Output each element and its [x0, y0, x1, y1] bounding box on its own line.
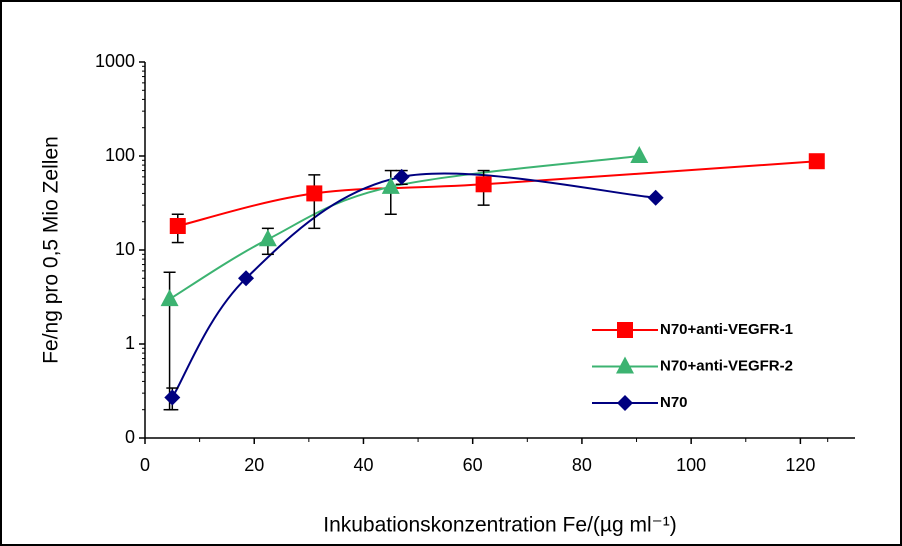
marker: [258, 229, 277, 247]
y-tick-label: 1: [125, 333, 135, 353]
marker: [381, 176, 400, 194]
marker: [475, 176, 492, 193]
y-tick-label: 1000: [95, 51, 135, 71]
marker: [306, 185, 323, 202]
y-axis-label: Fe/ng pro 0,5 Mio Zellen: [40, 136, 63, 364]
legend-marker: [616, 356, 634, 374]
legend-label: N70+anti-VEGFR-1: [660, 321, 793, 338]
legend-label: N70+anti-VEGFR-2: [660, 357, 793, 374]
y-tick-label: 0: [125, 427, 135, 447]
y-tick-label: 100: [105, 145, 135, 165]
x-tick-label: 80: [572, 455, 592, 475]
marker: [164, 389, 181, 406]
legend-marker: [617, 322, 633, 338]
error-bar: [308, 174, 321, 230]
y-tick-label: 10: [115, 239, 135, 259]
x-tick-label: 0: [140, 455, 150, 475]
marker: [647, 189, 664, 206]
series-line: [177, 160, 817, 227]
marker: [808, 153, 825, 170]
legend-label: N70: [660, 394, 688, 411]
marker: [630, 146, 649, 163]
x-tick-label: 100: [676, 455, 706, 475]
series-line: [171, 172, 656, 398]
series-line: [169, 155, 640, 301]
legend-marker: [617, 395, 633, 411]
marker: [393, 168, 410, 185]
x-tick-label: 120: [785, 455, 815, 475]
marker: [160, 289, 179, 307]
marker: [169, 218, 186, 235]
x-tick-label: 40: [353, 455, 373, 475]
x-axis-label: Inkubationskonzentration Fe/(µg ml⁻¹): [323, 514, 677, 537]
x-tick-label: 20: [244, 455, 264, 475]
marker: [238, 270, 255, 287]
x-tick-label: 60: [463, 455, 483, 475]
